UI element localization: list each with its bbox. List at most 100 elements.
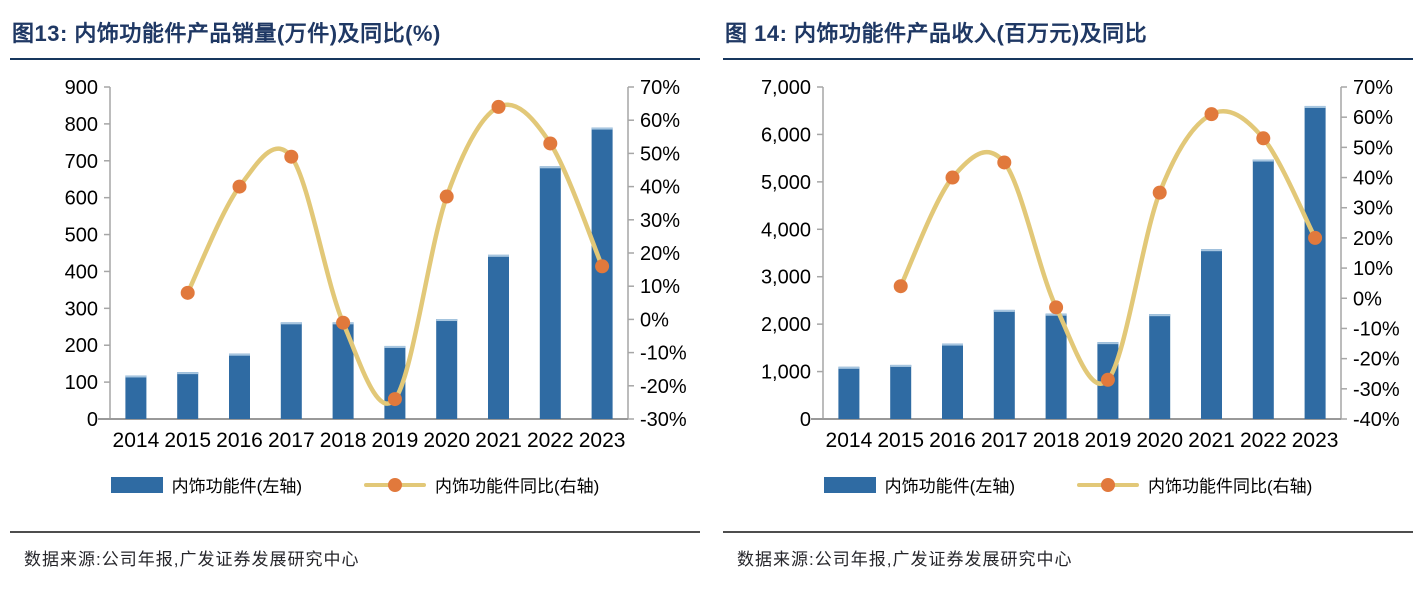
- yoy-marker: [543, 136, 558, 151]
- left-axis-tick-label: 800: [65, 114, 98, 136]
- figure-14-title-rule: [723, 58, 1413, 60]
- bar-top-edge: [1252, 159, 1274, 162]
- x-axis-label: 2020: [1136, 429, 1183, 452]
- x-axis-label: 2019: [1085, 429, 1132, 452]
- right-axis-tick-label: 30%: [640, 210, 680, 232]
- left-axis-tick-label: 2,000: [761, 314, 811, 336]
- yoy-marker: [387, 392, 402, 407]
- figure-14-chart-canvas: 0 1,000 2,000 3,000 4,000 5,000 6,000 7,000 -40%…: [761, 77, 1400, 452]
- x-axis-label: 2017: [268, 429, 315, 452]
- bar-top-edge: [384, 345, 406, 348]
- x-axis-label: 2014: [113, 429, 160, 452]
- figure-14-title: 图 14: 内饰功能件产品收入(百万元)及同比: [725, 21, 1148, 46]
- x-axis-label: 2020: [423, 429, 470, 452]
- bar-2020: [436, 319, 458, 419]
- right-axis-tick-label: 0%: [640, 309, 669, 331]
- yoy-marker: [997, 155, 1012, 170]
- right-axis-tick-label: 0%: [1353, 288, 1382, 310]
- left-axis-tick-label: 4,000: [761, 219, 811, 241]
- marker-swatch-dot: [388, 477, 402, 492]
- bar-top-edge: [229, 353, 250, 356]
- bar-2021: [1201, 249, 1222, 419]
- bar-top-edge: [280, 322, 302, 325]
- left-axis-tick-label: 700: [65, 151, 98, 173]
- left-axis-tick-label: 5,000: [761, 172, 811, 194]
- right-axis-tick-label: 20%: [640, 243, 680, 265]
- left-axis-tick-label: 500: [65, 225, 98, 247]
- yoy-marker: [1100, 372, 1115, 387]
- left-axis-tick-label: 200: [65, 335, 98, 357]
- bar-2016: [229, 353, 250, 419]
- right-axis-tick-label: 20%: [1353, 228, 1393, 250]
- right-axis-tick-label: 40%: [640, 177, 680, 199]
- right-axis-tick-label: -30%: [1353, 379, 1400, 401]
- bar-top-edge: [993, 309, 1015, 312]
- bar-2017: [993, 309, 1015, 419]
- line-marker-swatch-icon: [364, 477, 426, 493]
- left-axis-tick-label: 100: [65, 372, 98, 394]
- right-axis-tick-label: -40%: [1353, 409, 1400, 431]
- right-axis-tick-label: -20%: [1353, 349, 1400, 371]
- bar-top-edge: [1149, 314, 1171, 317]
- yoy-marker: [1204, 107, 1219, 122]
- yoy-marker: [893, 279, 908, 294]
- legend-label: 内饰功能件同比(右轴): [435, 477, 600, 496]
- bar-top-edge: [1304, 105, 1326, 108]
- yoy-marker: [232, 179, 247, 194]
- bar-2014: [125, 375, 147, 419]
- bar-2018: [332, 322, 354, 419]
- left-axis-tick-label: 400: [65, 261, 98, 283]
- yoy-marker: [284, 149, 299, 164]
- bar-2017: [280, 322, 302, 419]
- yoy-marker: [1308, 230, 1323, 245]
- right-axis-tick-label: -20%: [640, 376, 687, 398]
- figure-14-source: 数据来源:公司年报,广发证券发展研究中心: [737, 550, 1073, 569]
- yoy-marker: [439, 189, 454, 204]
- bar-2015: [890, 364, 912, 419]
- right-axis-tick-label: -30%: [640, 409, 687, 431]
- left-axis-tick-label: 300: [65, 298, 98, 320]
- figure-14-footer-rule: [723, 531, 1413, 533]
- legend-item-line: 内饰功能件同比(右轴): [1077, 472, 1312, 497]
- marker-swatch-dot: [1101, 477, 1115, 492]
- left-axis-tick-label: 0: [800, 409, 811, 431]
- report-figures-row: 图13: 内饰功能件产品销量(万件)及同比(%) 0 100 200 300 400 50…: [10, 10, 1413, 570]
- x-axis-label: 2021: [1188, 429, 1235, 452]
- figure-13-title-rule: [10, 58, 700, 60]
- bar-2022: [539, 166, 561, 419]
- yoy-marker: [1152, 185, 1167, 200]
- right-axis-tick-label: -10%: [640, 343, 687, 365]
- left-axis-tick-label: 0: [87, 409, 98, 431]
- bar-2020: [1149, 314, 1171, 419]
- bar-top-edge: [1201, 249, 1222, 252]
- yoy-marker: [1049, 300, 1064, 315]
- bar-top-edge: [539, 166, 561, 169]
- x-axis-label: 2016: [216, 429, 263, 452]
- legend-label: 内饰功能件同比(右轴): [1148, 477, 1313, 496]
- bar-swatch-icon: [110, 476, 163, 493]
- x-axis-label: 2022: [527, 429, 574, 452]
- x-axis-label: 2016: [929, 429, 976, 452]
- left-axis-tick-label: 1,000: [761, 362, 811, 384]
- right-axis-tick-label: 40%: [1353, 168, 1393, 190]
- figure-13-footer-rule: [10, 531, 700, 533]
- left-axis-tick-label: 600: [65, 188, 98, 210]
- figure-13-title: 图13: 内饰功能件产品销量(万件)及同比(%): [12, 21, 441, 46]
- legend-item-bar: 内饰功能件(左轴): [110, 472, 302, 497]
- right-axis-tick-label: -10%: [1353, 318, 1400, 340]
- x-axis-label: 2015: [877, 429, 924, 452]
- bar-top-edge: [125, 375, 147, 378]
- figure-13: 图13: 内饰功能件产品销量(万件)及同比(%) 0 100 200 300 400 50…: [10, 10, 700, 570]
- yoy-marker: [336, 315, 351, 330]
- bar-top-edge: [942, 343, 963, 346]
- yoy-marker: [180, 285, 195, 300]
- figure-13-chart-canvas: 0 100 200 300 400 500 600 700 800 900 -30% -20% -10%…: [65, 77, 687, 452]
- yoy-marker: [1256, 131, 1271, 146]
- left-axis-tick-label: 900: [65, 77, 98, 99]
- bar-top-edge: [1097, 342, 1119, 345]
- figure-14: 图 14: 内饰功能件产品收入(百万元)及同比 0 1,000 2,000 3,000…: [723, 10, 1413, 570]
- right-axis-tick-label: 60%: [1353, 107, 1393, 129]
- x-axis-label: 2018: [1033, 429, 1080, 452]
- x-axis-label: 2015: [164, 429, 211, 452]
- left-axis-tick-label: 7,000: [761, 77, 811, 99]
